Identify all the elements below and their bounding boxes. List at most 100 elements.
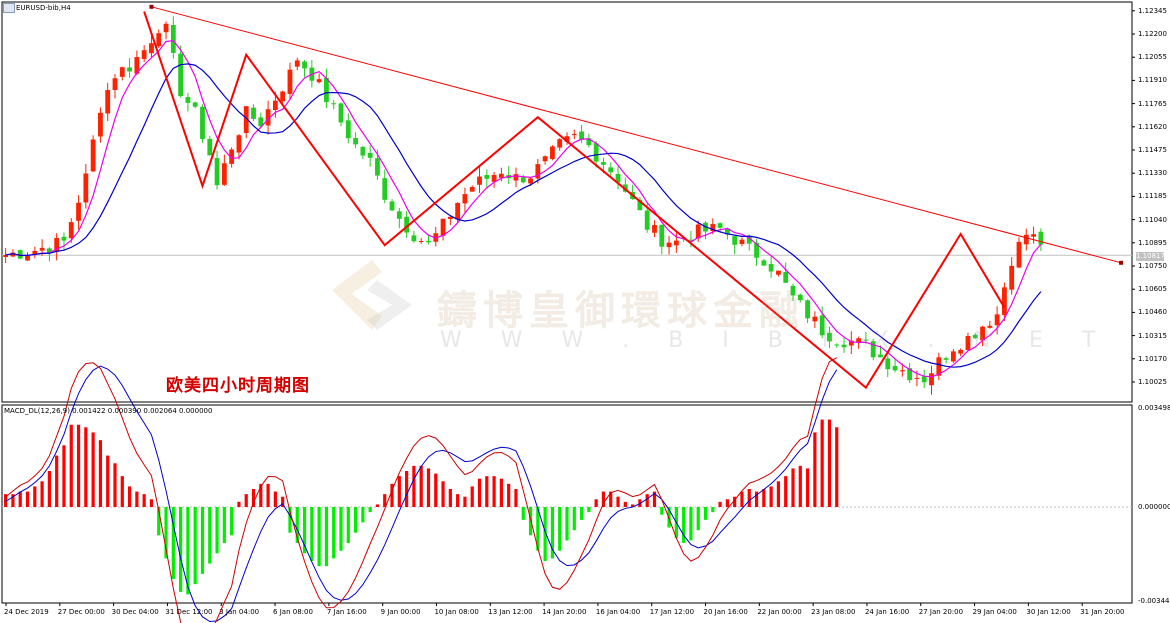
macd-bar [434,473,438,507]
time-tick-label: 14 Jan 20:00 [542,608,587,616]
chart-menu-icon[interactable] [3,3,15,13]
macd-bar [127,486,132,507]
trendline-anchor [1119,260,1124,265]
candle-body [688,239,694,241]
candle-body [98,112,103,137]
time-tick-label: 17 Jan 12:00 [649,608,695,616]
macd-bar [18,491,22,507]
candle-body [243,106,249,134]
macd-bar [405,471,409,507]
candle-body [987,325,993,328]
candle-body [396,211,402,219]
macd-bar [791,468,795,507]
symbol-label: EURUSD-bib,H4 [16,4,71,12]
candle-body [338,103,344,123]
macd-bar [47,471,51,507]
candle-body [761,260,767,266]
candle-body [214,158,220,186]
price-tick-label: 1.12200 [1138,30,1167,38]
macd-bar [594,499,598,507]
time-tick-label: 24 Dec 2019 [4,608,49,616]
macd-bar [477,478,482,507]
macd-bar [784,476,788,507]
candle-body [353,138,358,145]
macd-bar [383,494,387,507]
watermark-chinese: 鑄博皇御環球金融 [437,288,805,334]
macd-bar [725,499,729,507]
candle-body [790,285,796,296]
candle-body [593,143,599,162]
macd-bar [412,465,416,507]
candle-body [455,202,461,220]
price-tick-label: 1.11185 [1138,192,1167,201]
macd-bar [521,507,525,520]
candle-body [178,53,184,97]
candle-body [302,61,307,69]
candle-body [542,156,548,162]
macd-bar [251,489,256,507]
macd-bar [4,494,8,507]
macd-bar [157,507,161,536]
time-tick-label: 22 Jan 00:00 [757,608,802,616]
time-tick-label: 30 Jan 12:00 [1026,608,1071,616]
candle-body [1016,241,1022,268]
candle-body [958,349,964,354]
candle-body [251,107,256,119]
candle-body [776,270,781,275]
macd-bar [660,507,664,515]
price-tick-label: 1.10025 [1138,378,1167,386]
macd-bar [543,507,547,561]
candle-body [39,247,45,251]
macd-bar [572,507,576,531]
candle-body [980,326,985,341]
candle-body [834,344,840,346]
macd-bar [397,476,401,507]
trendline [143,11,1006,390]
macd-bar [609,491,613,507]
macd-bar [361,507,365,523]
macd-title: MACD_DL(12,26,9) 0.001422 0.000390 0.002… [4,407,213,415]
macd-bar [230,507,234,536]
macd-bar [441,481,445,507]
candle-body [287,69,293,94]
candle-body [878,354,883,358]
candle-body [127,67,132,72]
candle-body [54,237,60,252]
candle-body [382,178,388,200]
candle-body [360,146,366,156]
macd-bar [288,507,292,533]
candle-body [426,240,431,243]
macd-bar [740,491,744,507]
macd-bar [426,468,431,507]
candle-body [899,370,905,372]
candle-body [550,146,555,159]
time-tick-label: 6 Jan 08:00 [273,608,313,616]
trendline [151,6,1122,264]
macd-bar [419,465,423,507]
candle-body [447,216,453,219]
trendline-anchor [149,4,154,9]
macd-bar [463,496,467,507]
macd-bar [835,427,839,507]
macd-bar [390,483,394,507]
candle-body [848,340,854,346]
time-tick-label: 30 Dec 04:00 [111,608,159,616]
time-tick-label: 27 Jan 20:00 [918,608,964,616]
macd-bar [805,468,810,507]
macd-bar [368,507,372,513]
candle-body [469,186,475,192]
candle-body [615,174,621,183]
macd-bar [689,507,693,541]
candle-body [513,174,519,181]
candle-body [294,60,300,67]
candle-body [885,358,891,370]
macd-bar [579,507,584,520]
macd-bar [302,507,307,554]
price-tick-label: 1.12345 [1138,6,1167,15]
macd-bar [339,507,343,551]
candle-body [477,176,482,185]
candle-body [76,202,81,221]
candle-body [221,163,227,185]
price-tick-label: 1.10895 [1138,238,1167,247]
